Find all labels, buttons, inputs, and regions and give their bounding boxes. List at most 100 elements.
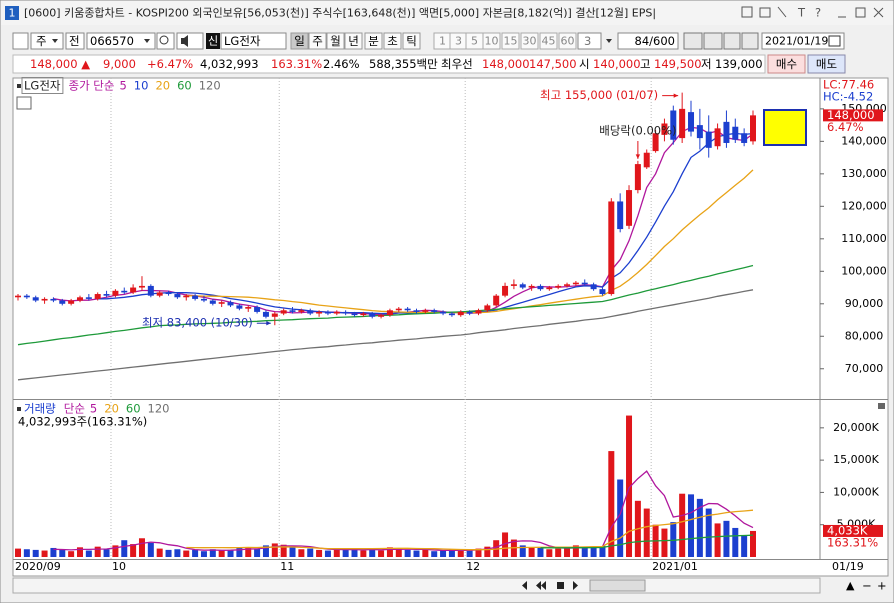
count-box[interactable] xyxy=(577,32,602,50)
volume-bar xyxy=(15,548,21,557)
dropdown-arrow xyxy=(144,39,150,43)
interval-button[interactable] xyxy=(482,32,501,50)
interval-button[interactable] xyxy=(520,32,539,50)
quote-best-label: 최우선 xyxy=(441,57,473,71)
volume-bar xyxy=(236,547,243,557)
period-button[interactable] xyxy=(290,32,309,50)
window-buttons[interactable]: T ? xyxy=(741,6,884,20)
volume-bar xyxy=(68,551,75,557)
candle-body xyxy=(378,315,385,317)
interval-label[interactable]: 45 xyxy=(542,35,556,48)
buy-button[interactable] xyxy=(767,54,806,74)
btn-t[interactable]: T xyxy=(797,6,806,20)
y-tick-label: 80,000 xyxy=(845,329,884,342)
x-tick-label: 10 xyxy=(112,560,126,573)
tool-icon[interactable] xyxy=(741,32,759,50)
period-label[interactable]: 년 xyxy=(348,34,359,48)
tool-icons[interactable] xyxy=(683,32,759,50)
nav-prev[interactable] xyxy=(522,581,527,590)
scroll-up[interactable]: ▲ xyxy=(846,579,855,592)
code-input[interactable] xyxy=(86,32,156,50)
nav-rewind[interactable] xyxy=(536,581,546,590)
nav-stop[interactable] xyxy=(557,582,564,589)
y-tick-label: 90,000 xyxy=(845,297,884,310)
interval-label[interactable]: 3 xyxy=(455,35,462,48)
volume-bar xyxy=(546,549,553,557)
nav-play[interactable] xyxy=(573,581,578,590)
scroll-thumb[interactable] xyxy=(589,579,646,592)
mode-box[interactable] xyxy=(65,32,85,50)
nav-buttons[interactable] xyxy=(522,581,578,590)
period-button[interactable] xyxy=(326,32,345,50)
volume-bar xyxy=(351,548,358,557)
volume-bar xyxy=(262,545,269,557)
period-label[interactable]: 분 xyxy=(368,34,379,48)
btn-link[interactable] xyxy=(741,6,753,18)
date-box[interactable] xyxy=(761,32,845,50)
y-tick-label: 100,000 xyxy=(841,264,887,277)
range: 84/600 xyxy=(635,34,675,48)
candle-body xyxy=(298,310,305,312)
volume-bar xyxy=(705,508,712,557)
period-button[interactable] xyxy=(402,32,421,50)
volume-bar xyxy=(192,549,199,557)
period-type-box[interactable] xyxy=(30,32,64,50)
btn-close[interactable] xyxy=(873,7,884,18)
menu-icon[interactable] xyxy=(12,32,29,50)
period-button[interactable] xyxy=(364,32,383,50)
btn-pin[interactable] xyxy=(777,6,787,18)
interval-label[interactable]: 1 xyxy=(439,35,446,48)
name-badge: 신 xyxy=(208,35,218,48)
zoom-out[interactable]: − xyxy=(862,579,872,593)
interval-label[interactable]: 30 xyxy=(523,35,537,48)
interval-button[interactable] xyxy=(539,32,558,50)
sell-label[interactable]: 매도 xyxy=(816,57,837,71)
volume-bar xyxy=(581,547,588,557)
period-label[interactable]: 초 xyxy=(387,34,398,48)
interval-label[interactable]: 60 xyxy=(561,35,575,48)
ma-line xyxy=(17,264,754,346)
period-label[interactable]: 주 xyxy=(312,34,323,48)
period-button[interactable] xyxy=(344,32,363,50)
candle-body xyxy=(333,311,340,314)
interval-button[interactable] xyxy=(558,32,577,50)
quote-bar xyxy=(12,54,766,74)
candle-body xyxy=(23,295,30,298)
last-price-box xyxy=(823,109,883,122)
pane-close[interactable] xyxy=(878,403,885,409)
legend-entry: 60 xyxy=(177,79,192,93)
zoom-in[interactable]: + xyxy=(877,579,887,593)
volume-bar xyxy=(245,547,252,557)
candle-body xyxy=(50,298,57,301)
tool-icon[interactable] xyxy=(723,32,741,50)
sound-button[interactable] xyxy=(176,32,204,50)
interval-label[interactable]: 10 xyxy=(485,35,499,48)
sell-button[interactable] xyxy=(807,54,846,74)
quote-low: 139,000 xyxy=(715,57,763,71)
candle-body xyxy=(262,311,269,317)
candle-body xyxy=(493,295,500,306)
tool-icon[interactable] xyxy=(703,32,723,50)
btn-restore-all[interactable] xyxy=(759,7,771,18)
buy-label[interactable]: 매수 xyxy=(776,57,797,71)
scrollbar[interactable] xyxy=(12,577,821,594)
interval-label[interactable]: 15 xyxy=(504,35,518,48)
btn-help[interactable]: ? xyxy=(815,6,821,20)
candle-body xyxy=(440,311,447,314)
range-box[interactable] xyxy=(617,32,679,50)
tool-icon[interactable] xyxy=(683,32,703,50)
interval-label[interactable]: 5 xyxy=(471,35,478,48)
interval-button[interactable] xyxy=(501,32,520,50)
volume-bar xyxy=(661,528,668,557)
btn-max[interactable] xyxy=(855,7,866,18)
y-tick-label: 15,000K xyxy=(833,453,879,466)
period-label[interactable]: 일 xyxy=(294,34,305,48)
period-button[interactable] xyxy=(383,32,402,50)
period-button[interactable] xyxy=(308,32,327,50)
search-button[interactable] xyxy=(156,32,175,50)
y-tick-label: 140,000 xyxy=(841,134,887,147)
last-volume-rate: 163.31% xyxy=(827,535,878,549)
period-label[interactable]: 틱 xyxy=(406,34,417,48)
period-label[interactable]: 월 xyxy=(330,34,341,48)
